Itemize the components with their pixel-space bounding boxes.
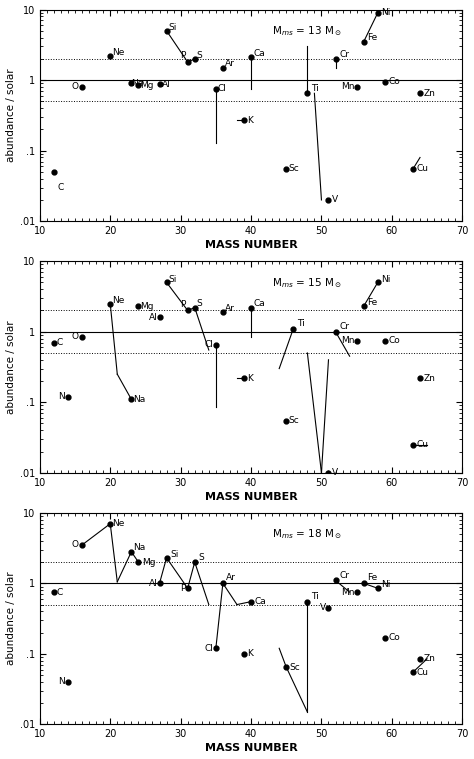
X-axis label: MASS NUMBER: MASS NUMBER [205, 240, 297, 250]
Text: S: S [197, 299, 202, 308]
Text: K: K [247, 650, 254, 658]
Text: Si: Si [170, 550, 178, 559]
Text: Mn: Mn [341, 587, 355, 597]
Text: N: N [58, 392, 64, 402]
Text: Ni: Ni [381, 275, 391, 284]
Text: Cr: Cr [339, 571, 349, 580]
Text: V: V [332, 196, 338, 204]
Text: Co: Co [388, 77, 400, 87]
Text: N: N [58, 678, 64, 686]
Text: Mg: Mg [142, 558, 155, 566]
Text: Na: Na [134, 395, 146, 404]
Text: Ti: Ti [311, 84, 319, 93]
Text: Ca: Ca [253, 299, 265, 308]
Text: Ca: Ca [255, 597, 266, 606]
Text: Ne: Ne [112, 519, 125, 528]
Text: Al: Al [149, 579, 157, 587]
Text: Ne: Ne [112, 48, 125, 56]
Text: M$_{ms}$ = 18 M$_\odot$: M$_{ms}$ = 18 M$_\odot$ [272, 528, 342, 541]
Text: V: V [320, 603, 327, 613]
Text: P: P [180, 301, 185, 310]
Text: Cl: Cl [205, 644, 214, 653]
Text: O: O [72, 332, 79, 342]
Text: Ne: Ne [112, 296, 125, 304]
Text: Ni: Ni [381, 581, 391, 590]
Y-axis label: abundance / solar: abundance / solar [6, 320, 16, 414]
Text: Mn: Mn [341, 83, 355, 91]
Text: Sc: Sc [290, 663, 301, 672]
Text: Cr: Cr [339, 322, 349, 331]
Text: Al: Al [149, 313, 157, 322]
Text: S: S [197, 52, 202, 61]
Text: P: P [180, 52, 185, 61]
Text: Cu: Cu [417, 440, 428, 449]
Text: Zn: Zn [424, 373, 436, 383]
Y-axis label: abundance / solar: abundance / solar [6, 68, 16, 162]
Text: P: P [180, 584, 185, 593]
Text: Cu: Cu [417, 165, 428, 174]
Text: Ca: Ca [253, 49, 265, 58]
Text: Fe: Fe [367, 33, 377, 43]
Text: Cr: Cr [339, 50, 349, 59]
Text: O: O [72, 540, 79, 550]
Text: C: C [56, 339, 62, 347]
Text: Ar: Ar [227, 573, 236, 582]
Text: Ti: Ti [297, 320, 305, 328]
Text: Sc: Sc [288, 165, 299, 174]
Text: M$_{ms}$ = 15 M$_\odot$: M$_{ms}$ = 15 M$_\odot$ [272, 276, 342, 290]
Text: Mg: Mg [140, 80, 154, 90]
Text: Fe: Fe [367, 298, 377, 307]
Text: C: C [57, 183, 64, 192]
Text: Co: Co [388, 336, 400, 345]
Text: Ti: Ti [311, 592, 319, 601]
Text: Mg: Mg [140, 301, 154, 310]
Text: Na: Na [134, 543, 146, 553]
Text: Zn: Zn [424, 654, 436, 663]
Text: K: K [247, 115, 254, 124]
Text: Al: Al [162, 80, 170, 89]
Text: Cu: Cu [417, 668, 428, 677]
Text: Sc: Sc [288, 416, 299, 425]
Text: O: O [72, 83, 79, 91]
X-axis label: MASS NUMBER: MASS NUMBER [205, 744, 297, 754]
Text: Cl: Cl [218, 84, 227, 93]
Y-axis label: abundance / solar: abundance / solar [6, 572, 16, 666]
Text: Si: Si [169, 275, 177, 284]
Text: V: V [332, 468, 338, 477]
Text: Na: Na [131, 79, 144, 88]
Text: Si: Si [169, 24, 177, 33]
Text: Ni: Ni [381, 8, 391, 17]
X-axis label: MASS NUMBER: MASS NUMBER [205, 492, 297, 502]
Text: S: S [198, 553, 204, 562]
Text: Ar: Ar [225, 59, 235, 68]
Text: Fe: Fe [367, 573, 377, 582]
Text: Mn: Mn [341, 336, 355, 345]
Text: Co: Co [388, 633, 400, 642]
Text: C: C [56, 587, 62, 597]
Text: K: K [247, 373, 254, 383]
Text: Cl: Cl [205, 340, 214, 349]
Text: Zn: Zn [424, 89, 436, 98]
Text: Ar: Ar [225, 304, 235, 313]
Text: M$_{ms}$ = 13 M$_\odot$: M$_{ms}$ = 13 M$_\odot$ [272, 24, 342, 38]
